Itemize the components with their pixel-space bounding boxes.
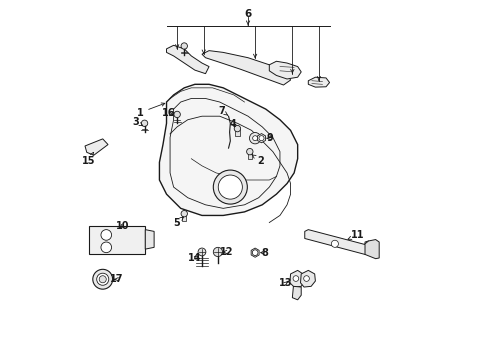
- Polygon shape: [304, 230, 371, 255]
- Circle shape: [252, 250, 258, 256]
- Circle shape: [93, 269, 112, 289]
- Polygon shape: [364, 239, 378, 259]
- Text: 17: 17: [110, 274, 123, 284]
- Polygon shape: [235, 129, 239, 136]
- Circle shape: [246, 148, 252, 155]
- Polygon shape: [300, 270, 315, 287]
- Circle shape: [213, 170, 247, 204]
- Polygon shape: [292, 286, 301, 300]
- Circle shape: [213, 247, 222, 257]
- Circle shape: [234, 125, 240, 132]
- Circle shape: [181, 211, 187, 217]
- Circle shape: [252, 250, 257, 255]
- Text: 2: 2: [251, 155, 264, 166]
- Polygon shape: [88, 226, 145, 255]
- Circle shape: [174, 111, 180, 118]
- Circle shape: [101, 230, 111, 240]
- Polygon shape: [269, 61, 301, 79]
- Circle shape: [181, 43, 187, 49]
- Text: 10: 10: [115, 221, 129, 231]
- Polygon shape: [251, 248, 259, 257]
- Text: 1: 1: [136, 103, 164, 118]
- Circle shape: [99, 276, 106, 283]
- Polygon shape: [85, 139, 108, 155]
- Text: 12: 12: [220, 247, 233, 257]
- Polygon shape: [145, 230, 154, 249]
- Text: 6: 6: [244, 9, 251, 19]
- Circle shape: [101, 242, 111, 253]
- Text: 13: 13: [278, 279, 291, 288]
- Polygon shape: [307, 77, 329, 87]
- Polygon shape: [289, 270, 304, 287]
- Circle shape: [252, 136, 257, 141]
- Polygon shape: [247, 152, 251, 159]
- Text: 15: 15: [81, 152, 95, 166]
- Polygon shape: [159, 84, 297, 215]
- Text: 4: 4: [229, 119, 236, 129]
- Circle shape: [259, 136, 264, 141]
- Text: 3: 3: [132, 117, 142, 126]
- Text: 16: 16: [161, 108, 175, 118]
- Polygon shape: [166, 45, 209, 74]
- Text: 5: 5: [173, 217, 183, 228]
- Circle shape: [249, 132, 260, 144]
- Text: 8: 8: [260, 248, 268, 258]
- Text: 9: 9: [266, 133, 273, 143]
- Polygon shape: [202, 51, 290, 85]
- Polygon shape: [182, 214, 186, 221]
- Circle shape: [218, 175, 242, 199]
- Circle shape: [97, 273, 108, 285]
- Text: 14: 14: [188, 253, 201, 263]
- Circle shape: [141, 120, 147, 126]
- Text: 11: 11: [347, 230, 364, 240]
- Text: 7: 7: [218, 106, 227, 116]
- Circle shape: [292, 276, 298, 282]
- Circle shape: [303, 276, 309, 282]
- Polygon shape: [257, 134, 265, 143]
- Circle shape: [331, 240, 338, 247]
- Circle shape: [198, 248, 205, 256]
